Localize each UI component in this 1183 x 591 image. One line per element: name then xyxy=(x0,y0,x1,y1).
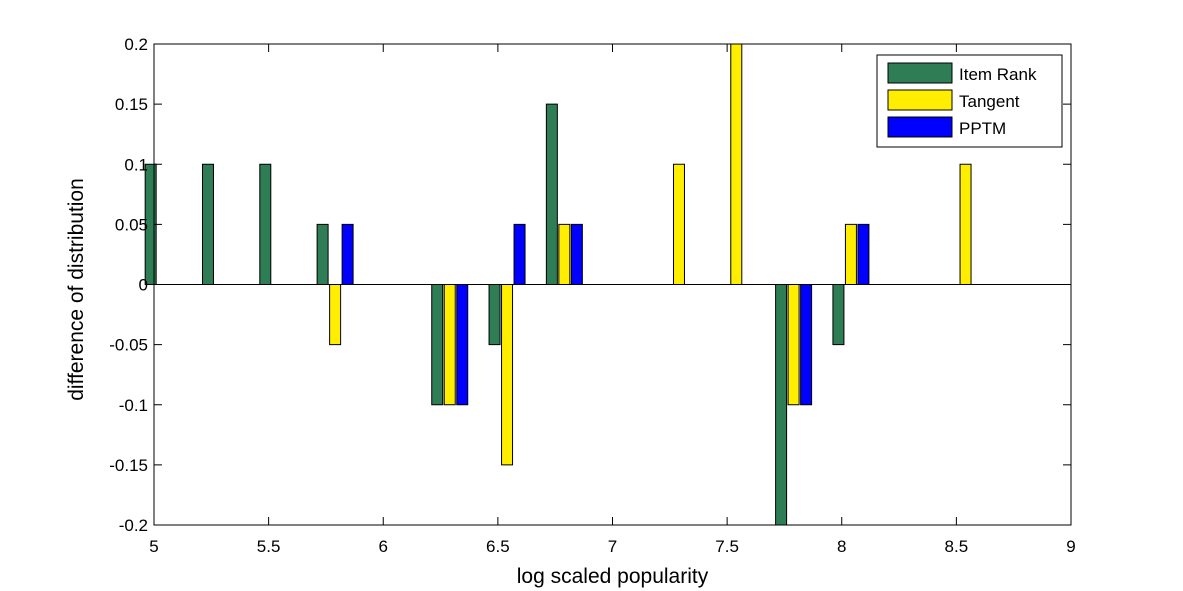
legend-label: Tangent xyxy=(959,92,1020,111)
x-tick-label: 6.5 xyxy=(486,537,510,556)
bar-tangent-11 xyxy=(959,163,972,285)
bar-item-rank-1 xyxy=(201,163,214,285)
bar-tangent-5 xyxy=(501,284,514,466)
legend-swatch xyxy=(887,116,953,138)
bar-item-rank-10 xyxy=(832,284,845,346)
bar-tangent-9 xyxy=(787,284,800,406)
bars-layer xyxy=(144,43,972,526)
bar-pptm-6 xyxy=(570,223,583,285)
x-tick-label: 9 xyxy=(1066,537,1075,556)
legend-swatch xyxy=(887,62,953,84)
legend: Item Rank Tangent PPTM xyxy=(876,54,1063,148)
x-tick-label: 5.5 xyxy=(257,537,281,556)
bar-tangent-8 xyxy=(730,43,743,285)
bar-item-rank-4 xyxy=(431,284,444,406)
bar-item-rank-5 xyxy=(488,284,501,346)
x-tick-label: 6 xyxy=(379,537,388,556)
y-tick-label: 0.1 xyxy=(124,155,148,174)
x-axis: 5 5.5 6 6.5 7 7.5 8 8.5 9 xyxy=(149,44,1076,556)
y-tick-label: -0.2 xyxy=(119,516,148,535)
bar-tangent-7 xyxy=(672,163,685,285)
y-axis: 0.2 0.15 0.1 0.05 0 -0.05 -0.1 -0.15 -0.2 xyxy=(109,35,1071,535)
x-tick-label: 8.5 xyxy=(945,537,969,556)
bar-tangent-4 xyxy=(443,284,456,406)
x-tick-label: 5 xyxy=(149,537,158,556)
y-tick-label: 0 xyxy=(139,276,148,295)
bar-pptm-4 xyxy=(456,284,469,406)
bar-item-rank-2 xyxy=(259,163,272,285)
bar-tangent-6 xyxy=(558,223,571,285)
legend-label: Item Rank xyxy=(959,65,1037,84)
bar-tangent-10 xyxy=(844,223,857,285)
bar-item-rank-3 xyxy=(316,223,329,285)
x-tick-label: 8 xyxy=(837,537,846,556)
y-tick-label: -0.15 xyxy=(109,456,148,475)
x-tick-label: 7 xyxy=(608,537,617,556)
bar-item-rank-6 xyxy=(545,103,558,285)
y-tick-label: 0.15 xyxy=(115,95,148,114)
y-tick-label: 0.05 xyxy=(115,215,148,234)
bar-tangent-3 xyxy=(329,284,342,346)
bar-pptm-5 xyxy=(513,223,526,285)
bar-pptm-9 xyxy=(800,284,813,406)
legend-label: PPTM xyxy=(959,119,1006,138)
bar-item-rank-9 xyxy=(775,284,788,526)
y-tick-label: -0.1 xyxy=(119,396,148,415)
x-axis-label: log scaled popularity xyxy=(517,565,709,588)
legend-swatch xyxy=(887,89,953,111)
y-axis-label: difference of distribution xyxy=(65,178,88,401)
bar-pptm-10 xyxy=(857,223,870,285)
bar-pptm-3 xyxy=(341,223,354,285)
y-tick-label: -0.05 xyxy=(109,336,148,355)
y-tick-label: 0.2 xyxy=(124,35,148,54)
x-tick-label: 7.5 xyxy=(715,537,739,556)
